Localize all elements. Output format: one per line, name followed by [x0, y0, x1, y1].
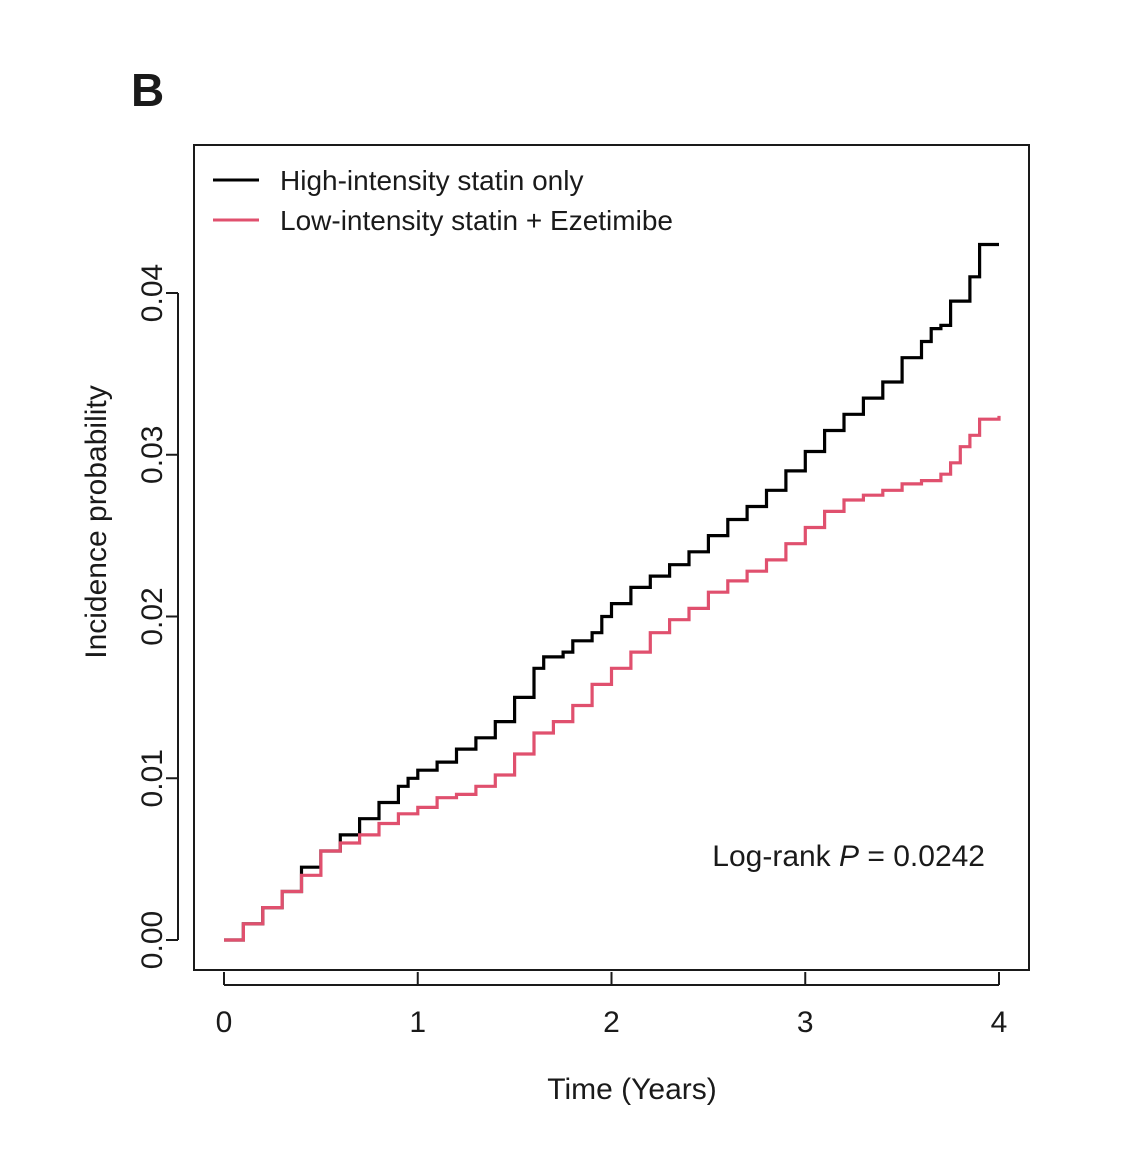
- x-tick-label: 2: [603, 1006, 620, 1039]
- plot-frame: [193, 144, 1030, 971]
- y-tick-label: 0.00: [136, 911, 169, 969]
- series-line-low-intensity: [224, 415, 1001, 942]
- annotation-p-symbol: P: [839, 840, 859, 873]
- annotation-value: = 0.0242: [859, 840, 985, 873]
- y-axis-title: Incidence probability: [80, 385, 113, 659]
- y-tick-label: 0.04: [136, 264, 169, 322]
- y-tick-label: 0.01: [136, 749, 169, 807]
- log-rank-annotation: Log-rank P = 0.0242: [712, 840, 985, 873]
- series-layer: [224, 242, 1001, 942]
- y-tick-label: 0.02: [136, 587, 169, 645]
- x-tick-label: 4: [991, 1006, 1008, 1039]
- x-axis-title: Time (Years): [547, 1073, 716, 1106]
- x-tick-label: 1: [409, 1006, 426, 1039]
- y-axis: 0.00 0.01 0.02 0.03 0.04: [136, 264, 179, 969]
- panel-label: B: [131, 64, 164, 116]
- legend-label-low-intensity: Low-intensity statin + Ezetimibe: [280, 205, 673, 236]
- y-tick-label: 0.03: [136, 426, 169, 484]
- x-tick-label: 3: [797, 1006, 814, 1039]
- annotation-prefix: Log-rank: [712, 840, 839, 873]
- x-tick-label: 0: [216, 1006, 233, 1039]
- x-axis: 0 1 2 3 4: [216, 972, 1008, 1039]
- series-line-high-intensity: [224, 242, 999, 942]
- legend-label-high-intensity: High-intensity statin only: [280, 165, 583, 196]
- legend: High-intensity statin only Low-intensity…: [213, 165, 673, 236]
